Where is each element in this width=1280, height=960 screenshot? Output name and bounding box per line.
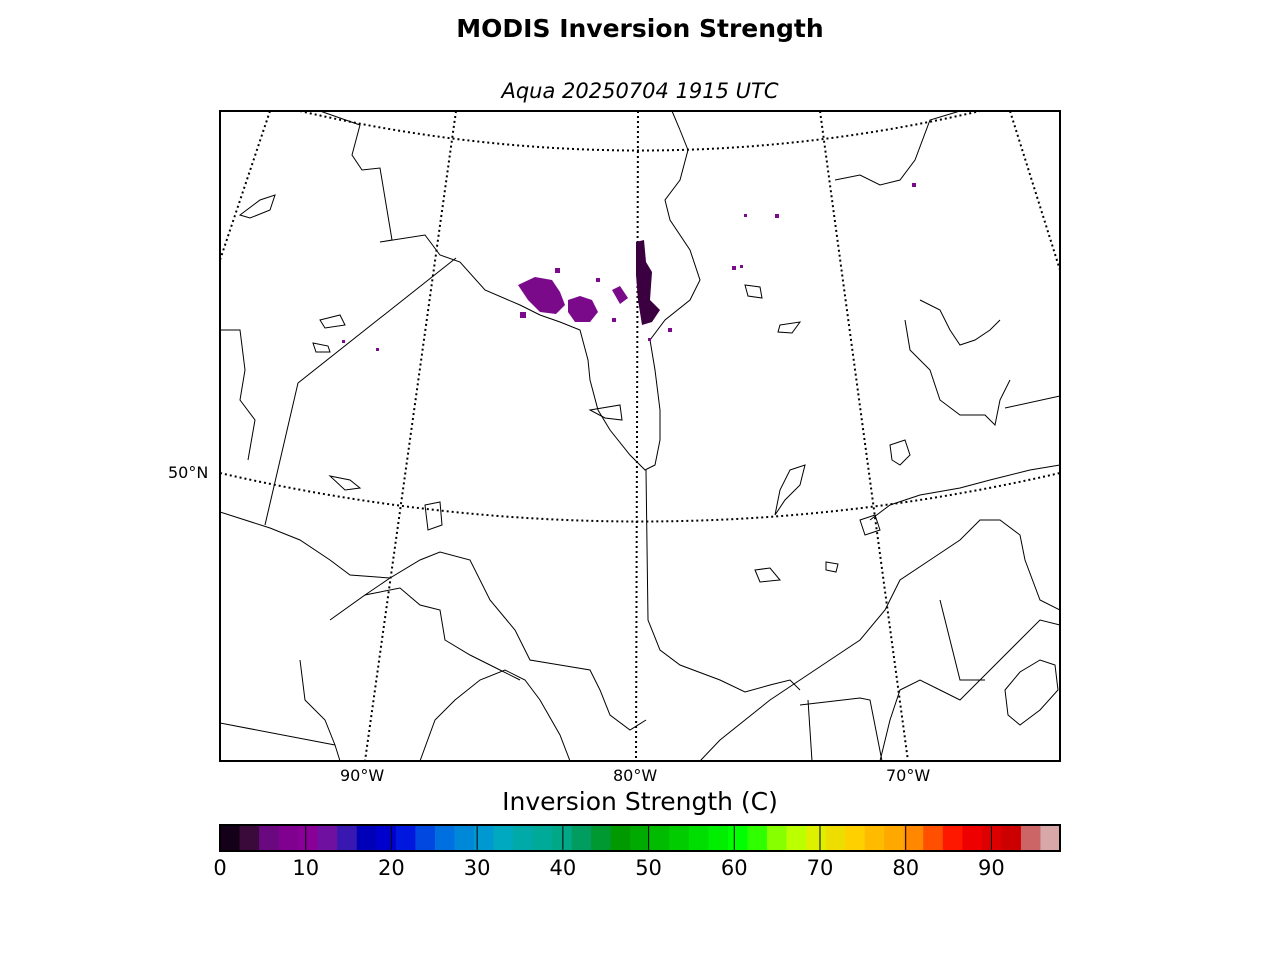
lon-label-70w: 70°W [886,766,931,785]
political-borders [220,257,1060,761]
inversion-data-field [342,183,916,351]
lon-label-90w: 90°W [340,766,385,785]
colorbar-tick-label: 80 [892,856,920,880]
colorbar-tick-label: 20 [378,856,405,880]
map-frame [219,110,1061,762]
colorbar-label: Inversion Strength (C) [502,787,778,816]
map-title: MODIS Inversion Strength [456,14,824,43]
coastlines [220,111,1060,761]
lat-label-50n: 50°N [168,463,209,482]
colorbar-tick-label: 0 [213,856,227,880]
colorbar-tick-label: 70 [806,856,834,880]
colorbar-tick-label: 10 [292,856,320,880]
colorbar-tick-label: 40 [549,856,577,880]
graticule-lines [220,111,1060,761]
colorbar-tick-label: 30 [463,856,491,880]
colorbar-tick-label: 50 [635,856,662,880]
map-subtitle: Aqua 20250704 1915 UTC [501,79,779,103]
lon-label-80w: 80°W [613,766,658,785]
colorbar-tick-label: 90 [978,856,1005,880]
colorbar-tick-label: 60 [720,856,748,880]
